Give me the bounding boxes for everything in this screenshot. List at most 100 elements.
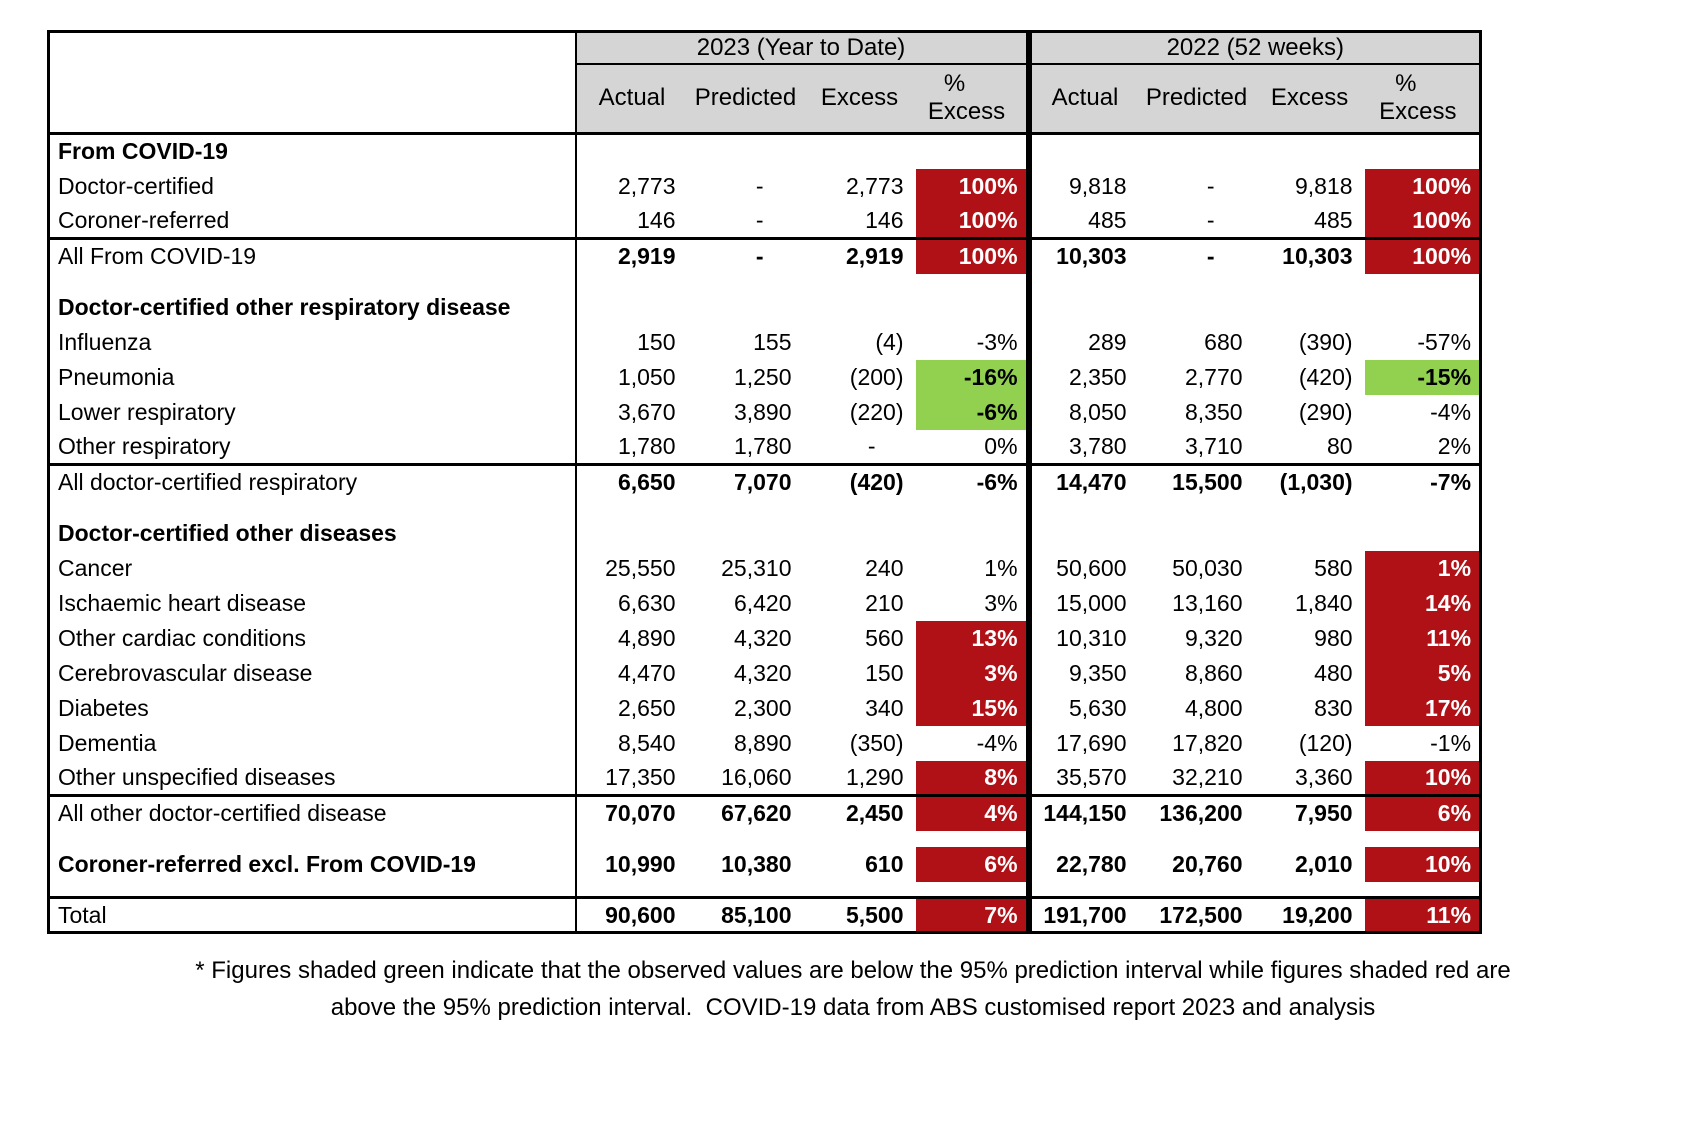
value-cell: 240 — [865, 554, 904, 581]
spacer-cell — [1025, 881, 1139, 898]
value-cell: 2,350 — [1025, 359, 1139, 395]
empty-cell — [1255, 516, 1365, 551]
row-label: Coroner-referred excl. From COVID-19 — [48, 846, 577, 882]
pct-header-line2: Excess — [1379, 98, 1457, 126]
value-cell: 2,770 — [1184, 363, 1243, 390]
spacer-cell — [688, 274, 804, 290]
value-cell: (420) — [803, 463, 916, 500]
empty-cell — [688, 134, 804, 169]
value-cell: 485 — [1025, 203, 1139, 239]
empty-cell — [1025, 289, 1139, 325]
table-row: Cancer 25,550 25,310 240 1% 50,600 50,030 580 1% — [48, 550, 1481, 586]
pct-excess-cell: 100% — [915, 203, 1029, 239]
value-cell: 1,250 — [733, 363, 792, 390]
col-header-excess-2023: Excess — [803, 63, 916, 135]
spacer-cell — [48, 881, 577, 898]
table-row: Lower respiratory 3,670 3,890 (220) -6% 8,050… — [48, 394, 1481, 430]
spacer-cell — [1255, 500, 1365, 516]
value-cell: 289 — [1025, 324, 1139, 360]
row-label: Total — [48, 896, 577, 933]
table-row: Other unspecified diseases 17,350 16,060 1,… — [48, 760, 1481, 796]
value-cell: 560 — [865, 624, 904, 651]
value-cell: - — [755, 206, 764, 233]
section-header-row: Doctor-certified other respiratory disea… — [48, 289, 1481, 325]
value-cell: 85,100 — [687, 896, 804, 933]
value-cell: 3,360 — [1294, 763, 1353, 790]
col-header-actual-2023: Actual — [575, 63, 688, 135]
spacer-cell — [1139, 274, 1255, 290]
pct-excess-cell: 1% — [1364, 550, 1481, 586]
pct-header-line1: % — [943, 70, 966, 98]
table-row: Coroner-referred excl. From COVID-19 10,9… — [48, 846, 1481, 882]
value-cell: 19,200 — [1254, 896, 1365, 933]
empty-cell — [916, 134, 1029, 169]
value-cell: 16,060 — [721, 763, 792, 790]
pct-excess-cell: 4% — [915, 794, 1029, 831]
value-cell: 22,780 — [1025, 846, 1139, 882]
pct-excess-cell: 100% — [915, 168, 1029, 204]
value-cell: 9,350 — [1025, 655, 1139, 691]
spacer-row — [48, 273, 1481, 290]
value-cell: 485 — [1314, 206, 1353, 233]
pct-excess-cell: 6% — [1364, 794, 1481, 831]
value-cell: 2,773 — [845, 172, 904, 199]
value-cell: - — [867, 432, 876, 459]
spacer-cell — [48, 499, 577, 516]
value-cell: 35,570 — [1025, 760, 1139, 796]
pct-excess-cell: -6% — [915, 394, 1029, 430]
empty-cell — [1365, 516, 1481, 551]
value-cell: (4) — [875, 328, 904, 355]
table-row: Pneumonia 1,050 1,250 (200) -16% 2,350 2,770 (4… — [48, 359, 1481, 395]
empty-cell — [688, 290, 804, 325]
value-cell: - — [1206, 172, 1215, 199]
spacer-cell — [1255, 274, 1365, 290]
table-row: Influenza 150 155 (4) -3% 289 680 (390) -57% — [48, 324, 1481, 360]
row-label: Cancer — [48, 550, 577, 586]
section-label: Doctor-certified other respiratory disea… — [48, 289, 577, 325]
empty-cell — [1025, 133, 1139, 169]
empty-cell — [1255, 134, 1365, 169]
col-header-predicted-2022: Predicted — [1138, 63, 1255, 135]
pct-excess-cell: 10% — [1364, 760, 1481, 796]
column-header-row: Actual Predicted Excess % Excess Actual … — [49, 63, 1481, 135]
value-cell: 4,890 — [617, 624, 676, 651]
corner-cell — [48, 31, 577, 135]
value-cell: 4,800 — [1184, 694, 1243, 721]
value-cell: (200) — [849, 363, 904, 390]
spacer-row — [48, 830, 1481, 847]
pct-excess-cell: 17% — [1364, 690, 1481, 726]
value-cell: 20,760 — [1172, 850, 1243, 877]
pct-excess-cell: 100% — [915, 237, 1029, 274]
pct-excess-cell: 100% — [1364, 203, 1481, 239]
row-label: Doctor-certified — [48, 168, 577, 204]
value-cell: 50,030 — [1172, 554, 1243, 581]
spacer-cell — [1025, 273, 1139, 290]
value-cell: 17,820 — [1172, 729, 1243, 756]
value-cell: 10,310 — [1025, 620, 1139, 656]
pct-excess-cell: -7% — [1364, 463, 1481, 500]
value-cell: 480 — [1314, 659, 1353, 686]
value-cell: 70,070 — [575, 794, 688, 831]
value-cell: 1,780 — [733, 432, 792, 459]
value-cell: 146 — [637, 206, 676, 233]
row-label: Pneumonia — [48, 359, 577, 395]
empty-cell — [1025, 515, 1139, 551]
spacer-cell — [1365, 882, 1481, 898]
empty-cell — [1139, 290, 1255, 325]
value-cell: 4,470 — [617, 659, 676, 686]
table-row: Other cardiac conditions 4,890 4,320 560 13%… — [48, 620, 1481, 656]
col-header-pct-excess-2023: % Excess — [915, 63, 1029, 135]
table-body: From COVID-19 Doctor-certified 2,773 - 2,773… — [48, 133, 1481, 933]
spacer-cell — [1139, 882, 1255, 898]
value-cell: 25,310 — [721, 554, 792, 581]
value-cell: (290) — [1298, 398, 1353, 425]
empty-cell — [576, 516, 688, 551]
row-label: Influenza — [48, 324, 577, 360]
spacer-cell — [576, 831, 688, 847]
value-cell: 3,670 — [617, 398, 676, 425]
empty-cell — [1139, 516, 1255, 551]
pct-excess-cell: 0% — [984, 432, 1018, 459]
pct-excess-cell: -4% — [1430, 398, 1472, 425]
section-header-row: From COVID-19 — [48, 133, 1481, 169]
